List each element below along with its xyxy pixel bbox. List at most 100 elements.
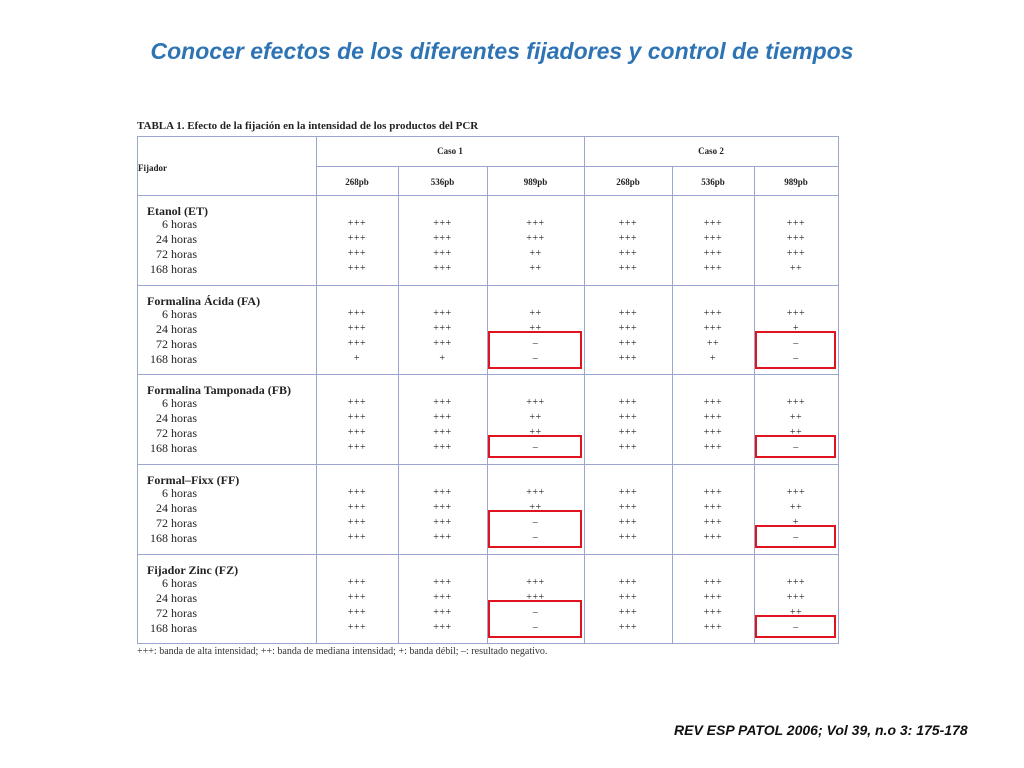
intensity-mark: +++ (526, 397, 545, 408)
intensity-mark: +++ (526, 487, 545, 498)
intensity-mark: +++ (433, 412, 452, 423)
size-header: 989pb (784, 177, 808, 187)
intensity-mark: +++ (703, 502, 723, 513)
intensity-mark: +++ (433, 248, 452, 259)
intensity-mark: +++ (618, 397, 638, 408)
size-column-divider (487, 166, 488, 644)
highlight-box (755, 525, 836, 548)
intensity-mark: +++ (618, 622, 638, 633)
intensity-mark: +++ (786, 233, 806, 244)
intensity-mark: +++ (347, 517, 367, 528)
highlight-box (488, 600, 582, 638)
time-label: 24 horas (156, 322, 197, 336)
intensity-mark: +++ (618, 502, 638, 513)
intensity-mark: +++ (703, 233, 723, 244)
intensity-mark: ++ (529, 427, 542, 438)
intensity-mark: +++ (786, 487, 806, 498)
intensity-mark: +++ (786, 592, 806, 603)
group-divider (137, 464, 839, 465)
intensity-mark: ++ (529, 502, 542, 513)
intensity-mark: – (532, 338, 539, 349)
intensity-mark: +++ (703, 308, 723, 319)
intensity-mark: ++ (789, 502, 803, 513)
intensity-mark: ++ (789, 607, 803, 618)
intensity-mark: +++ (618, 592, 638, 603)
case-header-divider (316, 166, 839, 167)
intensity-mark: +++ (433, 622, 452, 633)
time-label: 72 horas (156, 337, 197, 351)
intensity-mark: – (532, 607, 539, 618)
time-label: 72 horas (156, 247, 197, 261)
intensity-mark: +++ (786, 397, 806, 408)
highlight-box (488, 510, 582, 548)
intensity-mark: +++ (786, 218, 806, 229)
intensity-mark: +++ (433, 233, 452, 244)
intensity-mark: +++ (347, 218, 367, 229)
highlight-box (488, 435, 582, 458)
intensity-mark: +++ (703, 592, 723, 603)
intensity-mark: +++ (347, 338, 367, 349)
time-label: 6 horas (162, 396, 197, 410)
intensity-mark: +++ (433, 397, 452, 408)
time-label: 168 horas (150, 441, 197, 455)
fixer-name: Fijador Zinc (FZ) (147, 563, 239, 577)
intensity-mark: +++ (703, 577, 723, 588)
fixer-name: Etanol (ET) (147, 204, 209, 218)
intensity-mark: + (709, 353, 717, 364)
size-header: 536pb (430, 177, 455, 187)
intensity-mark: +++ (433, 487, 452, 498)
citation: REV ESP PATOL 2006; Vol 39, n.o 3: 175-1… (674, 722, 968, 738)
table-right-border (838, 136, 839, 644)
intensity-mark: – (532, 517, 539, 528)
intensity-mark: +++ (433, 338, 452, 349)
table-caption: TABLA 1. Efecto de la fijación en la int… (137, 120, 479, 132)
intensity-mark: +++ (347, 397, 367, 408)
intensity-mark: +++ (703, 607, 723, 618)
time-label: 24 horas (156, 501, 197, 515)
highlight-box (488, 331, 582, 369)
intensity-mark: +++ (347, 427, 367, 438)
intensity-mark: +++ (347, 248, 367, 259)
fixer-name: Formalina Ácida (FA) (147, 294, 261, 308)
intensity-mark: +++ (347, 622, 367, 633)
intensity-mark: +++ (347, 487, 367, 498)
case-column-divider (316, 136, 317, 644)
intensity-mark: +++ (703, 412, 723, 423)
intensity-mark: +++ (433, 308, 452, 319)
time-label: 168 horas (150, 621, 197, 635)
fixer-name: Formal–Fixx (FF) (147, 473, 240, 487)
intensity-mark: +++ (703, 622, 723, 633)
intensity-mark: +++ (347, 502, 367, 513)
intensity-mark: +++ (786, 248, 806, 259)
intensity-mark: +++ (433, 502, 452, 513)
intensity-mark: – (793, 353, 799, 364)
intensity-mark: +++ (433, 218, 452, 229)
table-bottom-border (137, 643, 839, 644)
intensity-mark: – (793, 338, 799, 349)
intensity-mark: +++ (618, 233, 638, 244)
intensity-mark: +++ (786, 308, 806, 319)
size-header-divider (137, 195, 839, 196)
fixer-header: Fijador (138, 163, 167, 173)
intensity-mark: +++ (618, 487, 638, 498)
size-column-divider (672, 166, 673, 644)
time-label: 72 horas (156, 426, 197, 440)
intensity-mark: +++ (786, 577, 806, 588)
intensity-mark: ++ (789, 427, 803, 438)
intensity-mark: +++ (618, 323, 638, 334)
intensity-mark: ++ (529, 323, 542, 334)
size-header: 989pb (523, 177, 548, 187)
size-header: 268pb (345, 177, 369, 187)
highlight-box (755, 435, 836, 458)
group-divider (137, 554, 839, 555)
intensity-mark: ++ (529, 248, 542, 259)
size-column-divider (398, 166, 399, 644)
intensity-mark: +++ (526, 233, 545, 244)
intensity-mark: ++ (529, 412, 542, 423)
intensity-mark: +++ (347, 323, 367, 334)
intensity-mark: +++ (703, 248, 723, 259)
intensity-mark: +++ (347, 532, 367, 543)
intensity-mark: – (793, 532, 799, 543)
intensity-mark: +++ (703, 532, 723, 543)
intensity-mark: +++ (703, 487, 723, 498)
